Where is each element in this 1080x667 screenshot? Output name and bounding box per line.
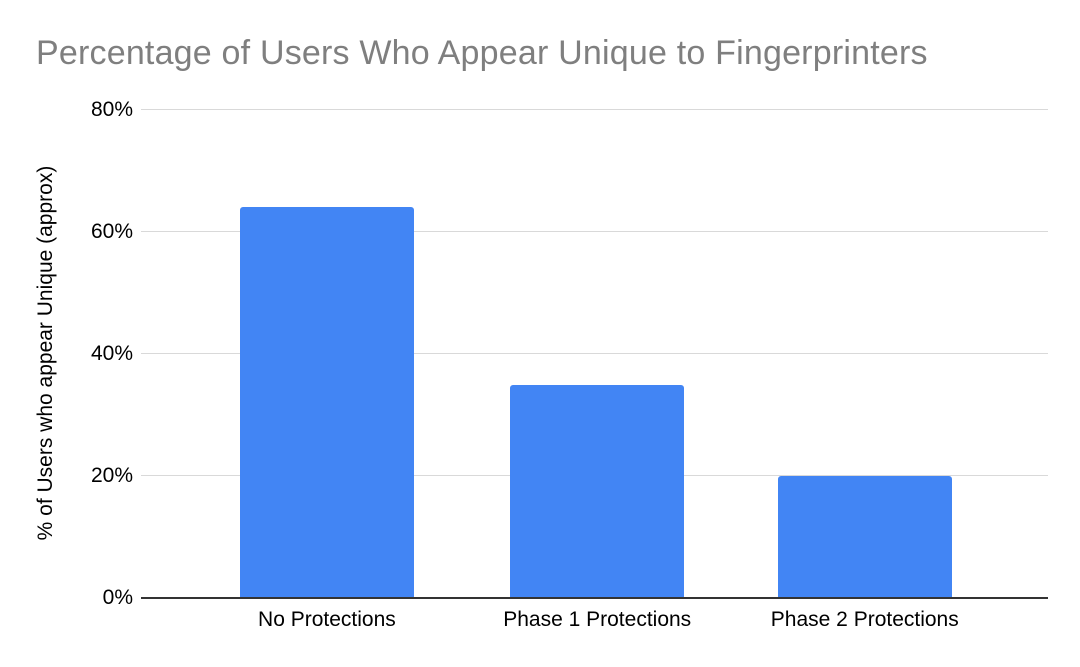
y-axis-title: % of Users who appear Unique (approx) xyxy=(34,165,57,541)
y-axis-tick-label: 60% xyxy=(90,219,133,243)
bar-phase-1-protections xyxy=(510,384,685,597)
y-axis-tick-label: 80% xyxy=(90,97,133,121)
bar-no-protections xyxy=(239,206,414,597)
x-axis-label-phase-2-protections: Phase 2 Protections xyxy=(770,608,959,631)
y-axis-tick-label: 20% xyxy=(90,463,133,487)
gridline-80pct xyxy=(141,109,1048,110)
gridline-60pct xyxy=(141,231,1048,232)
y-axis-tick-label: 40% xyxy=(90,341,133,365)
x-axis-label-phase-1-protections: Phase 1 Protections xyxy=(503,608,692,631)
y-axis-tick-label: 0% xyxy=(102,585,133,609)
chart-title: Percentage of Users Who Appear Unique to… xyxy=(36,34,928,72)
bar-phase-2-protections xyxy=(777,476,952,597)
gridline-40pct xyxy=(141,353,1048,354)
x-axis-label-no-protections: No Protections xyxy=(258,608,396,631)
plot-area: 0% 20% 40% 60% 80% No Protections Phase 1 Prot… xyxy=(91,98,1048,631)
